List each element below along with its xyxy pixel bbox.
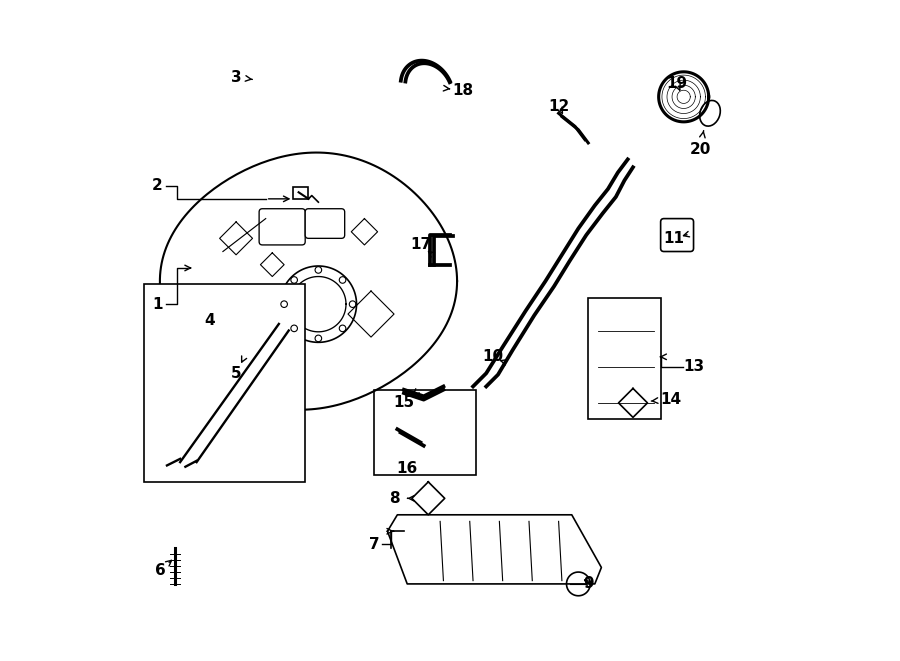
Text: 9: 9: [583, 576, 593, 592]
Text: 7: 7: [369, 537, 380, 552]
Text: 10: 10: [482, 349, 503, 364]
Text: 5: 5: [230, 366, 241, 381]
Text: 1: 1: [152, 297, 162, 312]
FancyBboxPatch shape: [259, 209, 305, 245]
Bar: [177, 465, 189, 474]
Text: 12: 12: [548, 99, 569, 114]
Text: 18: 18: [453, 83, 473, 98]
Text: 16: 16: [397, 461, 418, 476]
Text: 17: 17: [410, 237, 431, 253]
Bar: [374, 390, 476, 475]
Text: 3: 3: [230, 69, 241, 85]
Bar: [589, 297, 661, 419]
Bar: [158, 455, 173, 470]
Text: 11: 11: [663, 231, 684, 246]
FancyBboxPatch shape: [305, 209, 345, 239]
Text: 8: 8: [389, 491, 400, 506]
Bar: [282, 329, 293, 338]
Text: 13: 13: [683, 359, 704, 374]
FancyBboxPatch shape: [661, 219, 694, 252]
Text: 4: 4: [204, 313, 215, 328]
Ellipse shape: [699, 100, 720, 126]
Text: 2: 2: [152, 178, 163, 193]
Text: 20: 20: [689, 142, 711, 157]
Text: 15: 15: [393, 395, 415, 410]
Bar: [293, 187, 308, 199]
Text: 6: 6: [155, 563, 166, 578]
Text: 14: 14: [660, 392, 681, 407]
Bar: [144, 284, 305, 482]
Text: 19: 19: [667, 76, 688, 91]
Bar: [274, 323, 285, 332]
